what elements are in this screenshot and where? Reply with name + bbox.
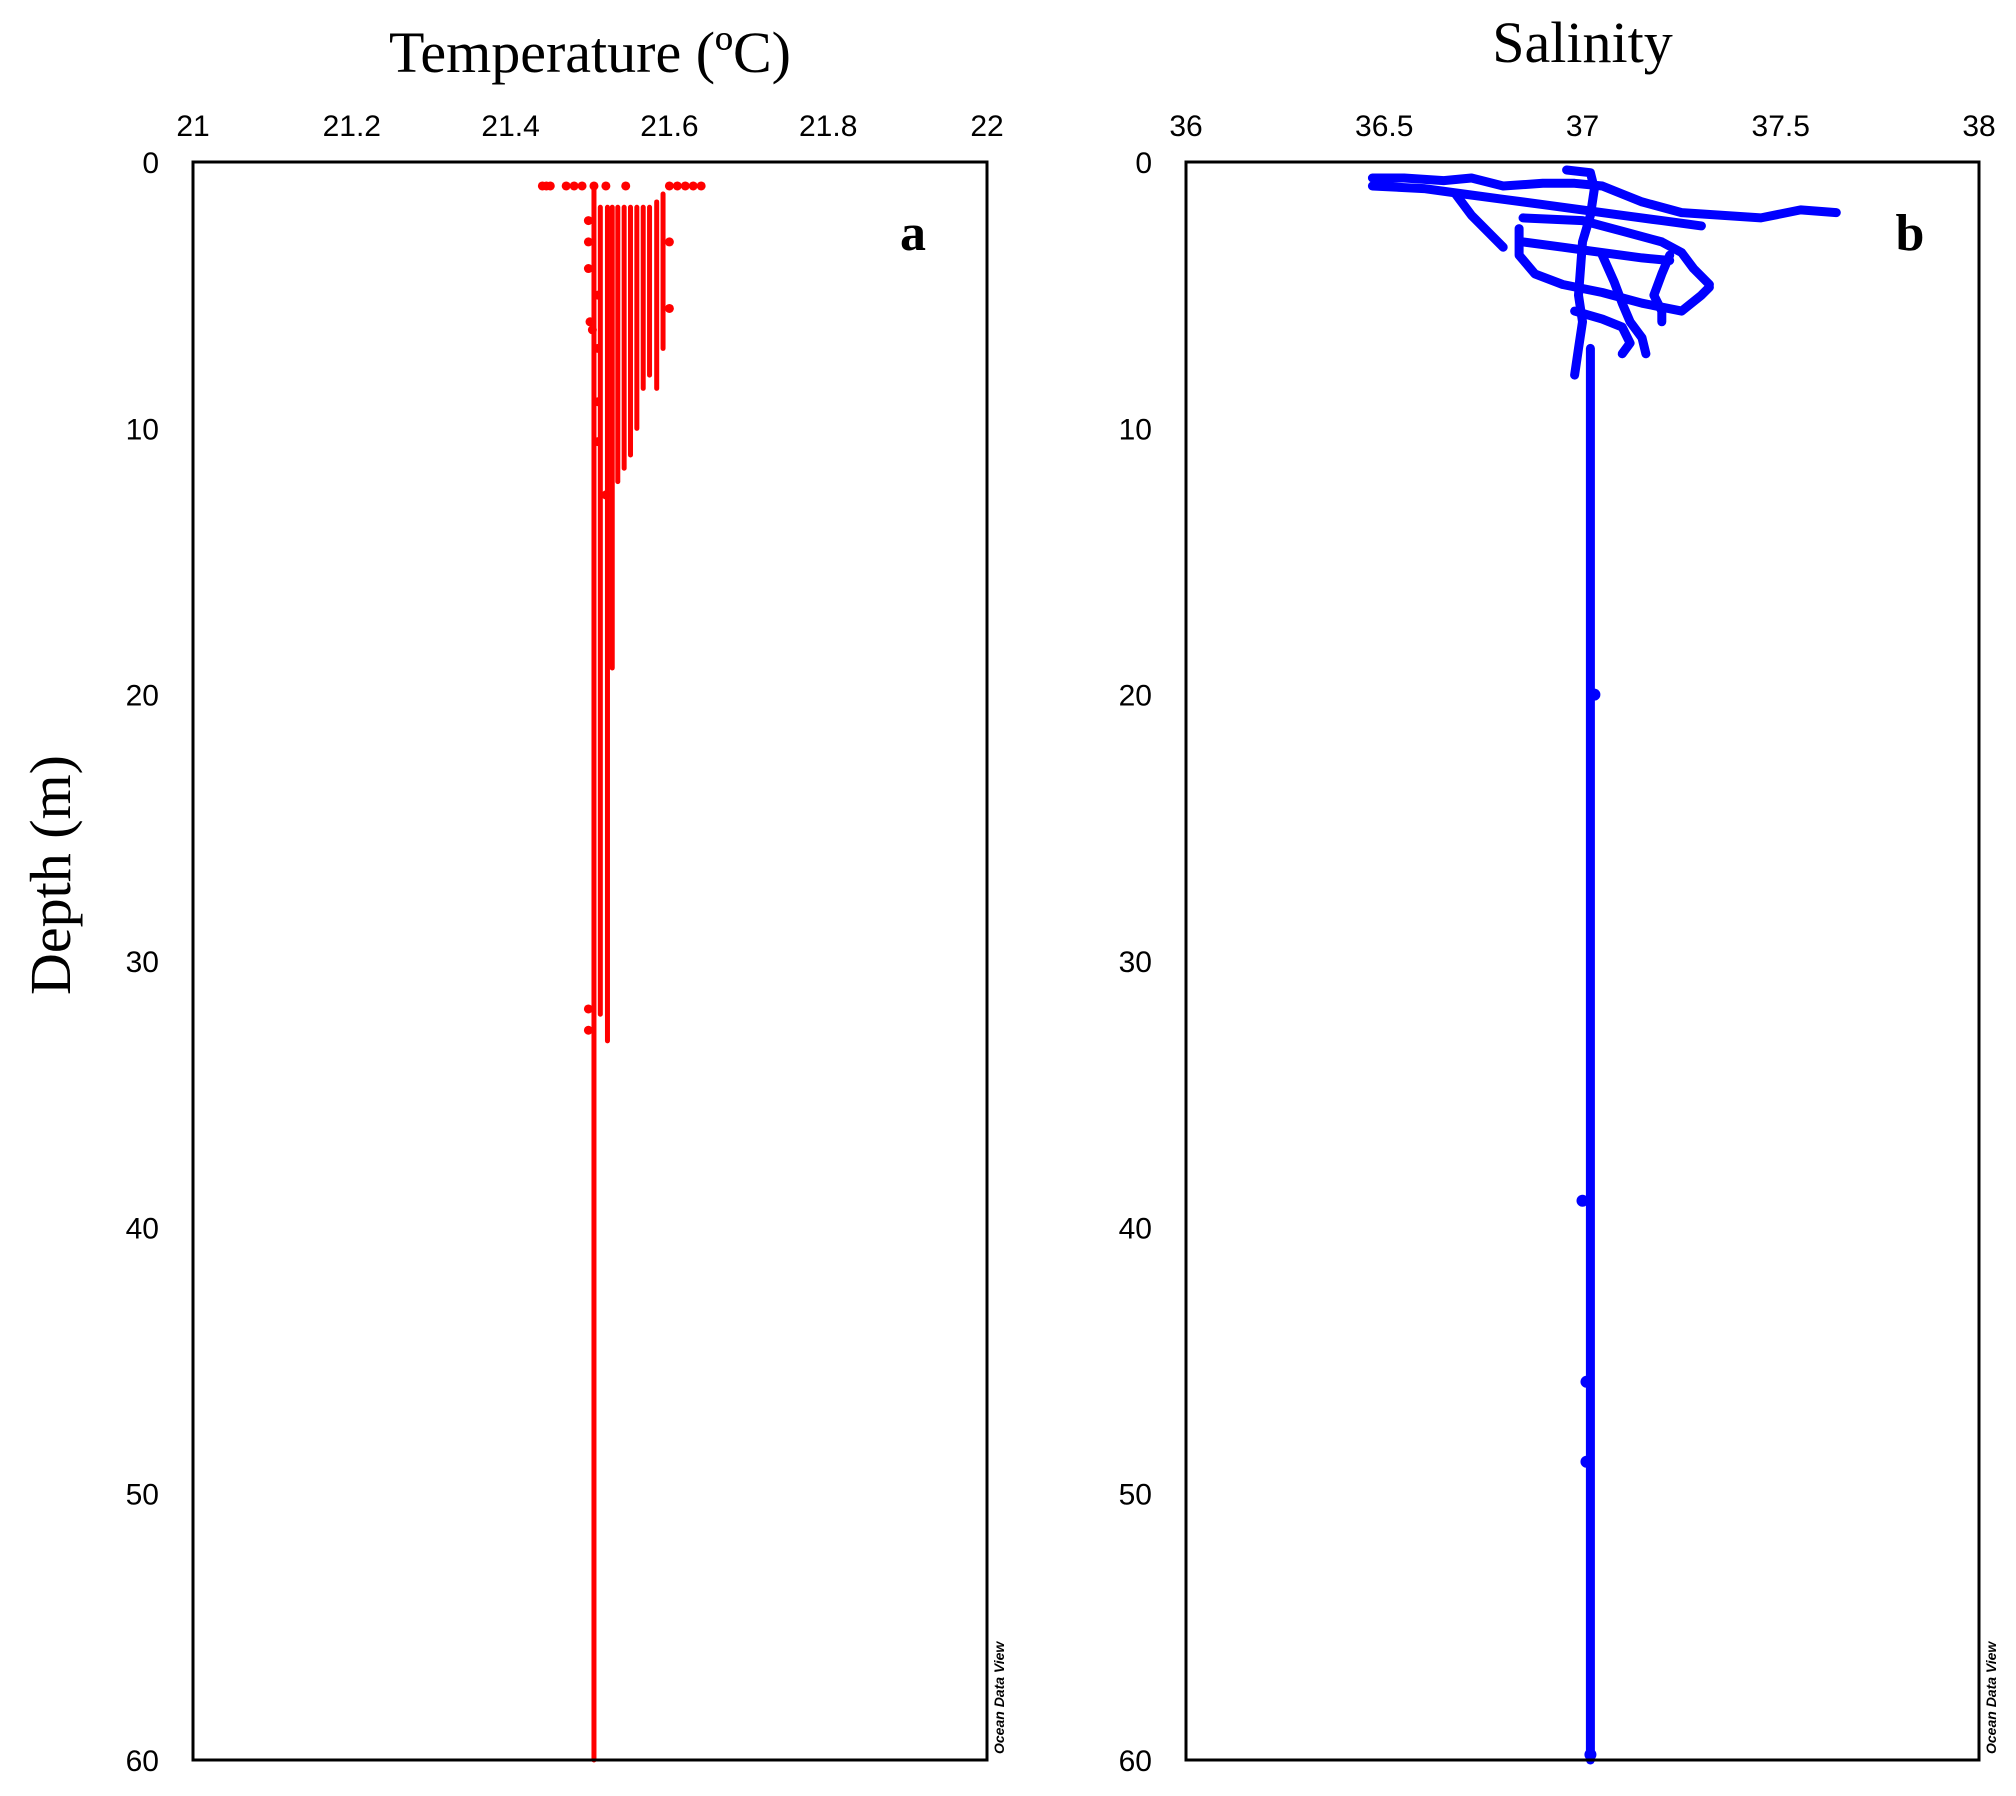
x-tick-label: 21.8 xyxy=(799,110,857,143)
data-point xyxy=(589,181,599,191)
data-point xyxy=(593,343,603,353)
data-point xyxy=(585,317,595,327)
temperature-y-ticks: 0 10 20 30 40 50 60 xyxy=(126,147,159,1778)
data-point xyxy=(1584,1748,1597,1761)
data-point xyxy=(583,237,593,247)
data-point xyxy=(583,264,593,274)
x-tick-label: 37 xyxy=(1566,110,1599,143)
ocean-data-view-watermark: Ocean Data View xyxy=(991,1641,1007,1754)
data-point xyxy=(601,490,611,500)
y-tick-label: 30 xyxy=(126,946,159,979)
y-tick-label: 40 xyxy=(126,1212,159,1245)
data-point xyxy=(1576,1194,1589,1207)
ocean-data-view-watermark: Ocean Data View xyxy=(1983,1641,1999,1754)
x-tick-label: 21 xyxy=(176,110,209,143)
y-tick-label: 40 xyxy=(1119,1212,1152,1245)
temperature-chart-title: Temperature (ºC) xyxy=(389,20,791,85)
data-point xyxy=(583,1004,593,1014)
y-tick-label: 30 xyxy=(1119,946,1152,979)
data-point xyxy=(583,216,593,226)
data-point xyxy=(672,181,682,191)
panel-label-a: a xyxy=(900,205,926,262)
x-tick-label: 36.5 xyxy=(1355,110,1413,143)
data-point xyxy=(561,181,571,191)
salinity-profile-trace xyxy=(1518,237,1675,265)
data-point xyxy=(545,181,555,191)
x-tick-label: 21.4 xyxy=(481,110,539,143)
salinity-data-marks xyxy=(1367,165,1841,1765)
y-tick-label: 0 xyxy=(142,147,159,180)
data-point xyxy=(664,237,674,247)
temperature-panel: Temperature (ºC) Depth (m) 21 21.2 21.4 21.… xyxy=(18,20,1007,1778)
salinity-profile-trace xyxy=(1518,213,1714,289)
panel-label-b: b xyxy=(1896,205,1925,262)
data-point xyxy=(593,437,603,447)
salinity-x-ticks: 36 36.5 37 37.5 38 xyxy=(1169,110,1995,143)
salinity-profile-trace xyxy=(1597,250,1651,359)
y-tick-label: 20 xyxy=(126,680,159,713)
salinity-profile-trace xyxy=(1367,181,1706,231)
depth-axis-label: Depth (m) xyxy=(18,755,83,995)
salinity-profile-trace xyxy=(1570,306,1635,359)
y-tick-label: 10 xyxy=(126,413,159,446)
data-point xyxy=(569,181,579,191)
data-point xyxy=(621,181,631,191)
data-point xyxy=(688,181,698,191)
data-point xyxy=(696,181,706,191)
y-tick-label: 10 xyxy=(1119,413,1152,446)
x-tick-label: 37.5 xyxy=(1752,110,1810,143)
data-point xyxy=(664,303,674,313)
x-tick-label: 36 xyxy=(1169,110,1202,143)
data-point xyxy=(1588,688,1601,701)
salinity-profile-trace xyxy=(1562,165,1599,380)
salinity-chart-title: Salinity xyxy=(1492,10,1672,75)
y-tick-label: 0 xyxy=(1135,147,1152,180)
data-point xyxy=(601,181,611,191)
x-tick-label: 38 xyxy=(1962,110,1995,143)
data-point xyxy=(583,1025,593,1035)
salinity-plot-frame xyxy=(1184,160,1981,1762)
data-point xyxy=(664,181,674,191)
data-point xyxy=(587,325,597,335)
salinity-profile-trace xyxy=(1367,173,1841,223)
x-tick-label: 21.2 xyxy=(323,110,381,143)
data-point xyxy=(1580,1375,1593,1388)
data-point xyxy=(1580,1455,1593,1468)
temperature-plot-frame xyxy=(191,160,989,1762)
salinity-profile-trace xyxy=(1451,189,1508,252)
salinity-profile-trace xyxy=(1649,250,1675,327)
data-point xyxy=(577,181,587,191)
salinity-profile-trace xyxy=(1514,224,1714,316)
y-tick-label: 60 xyxy=(1119,1745,1152,1778)
data-point xyxy=(680,181,690,191)
temperature-data-marks xyxy=(537,181,706,1763)
data-point xyxy=(593,290,603,300)
temperature-x-ticks: 21 21.2 21.4 21.6 21.8 22 xyxy=(176,110,1003,143)
x-tick-label: 22 xyxy=(970,110,1003,143)
x-tick-label: 21.6 xyxy=(640,110,698,143)
data-point xyxy=(593,397,603,407)
y-tick-label: 50 xyxy=(126,1479,159,1512)
salinity-y-ticks: 0 10 20 30 40 50 60 xyxy=(1119,147,1152,1778)
y-tick-label: 50 xyxy=(1119,1479,1152,1512)
y-tick-label: 20 xyxy=(1119,680,1152,713)
y-tick-label: 60 xyxy=(126,1745,159,1778)
